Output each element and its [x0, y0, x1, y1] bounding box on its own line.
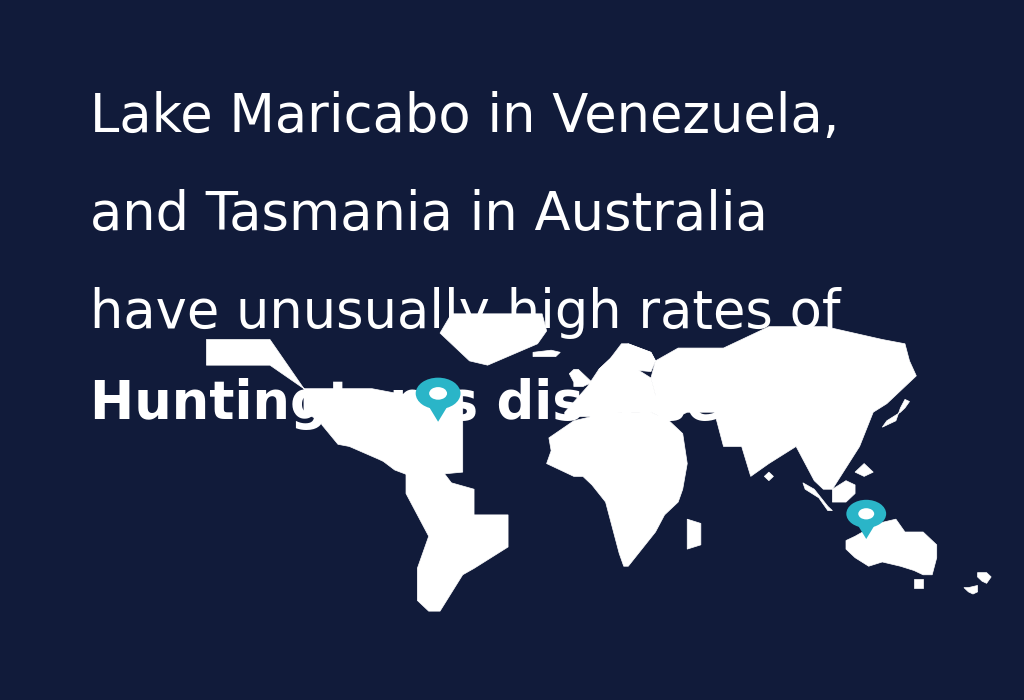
Text: Huntington’s disease: Huntington’s disease	[90, 378, 722, 430]
Polygon shape	[883, 400, 909, 427]
Polygon shape	[964, 585, 978, 594]
Circle shape	[858, 508, 874, 519]
Polygon shape	[599, 344, 655, 372]
Polygon shape	[846, 519, 937, 575]
Polygon shape	[854, 519, 879, 539]
Polygon shape	[207, 340, 463, 477]
Polygon shape	[833, 481, 855, 502]
Polygon shape	[651, 327, 916, 489]
Polygon shape	[406, 468, 508, 611]
Polygon shape	[569, 370, 592, 386]
Polygon shape	[425, 400, 452, 421]
Polygon shape	[914, 579, 923, 587]
Polygon shape	[440, 314, 547, 365]
Circle shape	[846, 500, 886, 528]
Polygon shape	[978, 573, 991, 583]
Polygon shape	[547, 412, 687, 566]
Circle shape	[429, 387, 447, 400]
Polygon shape	[764, 472, 773, 481]
Polygon shape	[803, 483, 833, 510]
Text: Lake Maricabo in Venezuela,: Lake Maricabo in Venezuela,	[90, 91, 839, 143]
Polygon shape	[855, 463, 873, 477]
Polygon shape	[397, 442, 420, 451]
Text: and Tasmania in Australia: and Tasmania in Australia	[90, 189, 767, 241]
Text: have unusually high rates of: have unusually high rates of	[90, 287, 840, 339]
Circle shape	[416, 378, 461, 409]
Polygon shape	[534, 350, 560, 356]
Polygon shape	[565, 344, 667, 416]
Polygon shape	[687, 519, 700, 549]
